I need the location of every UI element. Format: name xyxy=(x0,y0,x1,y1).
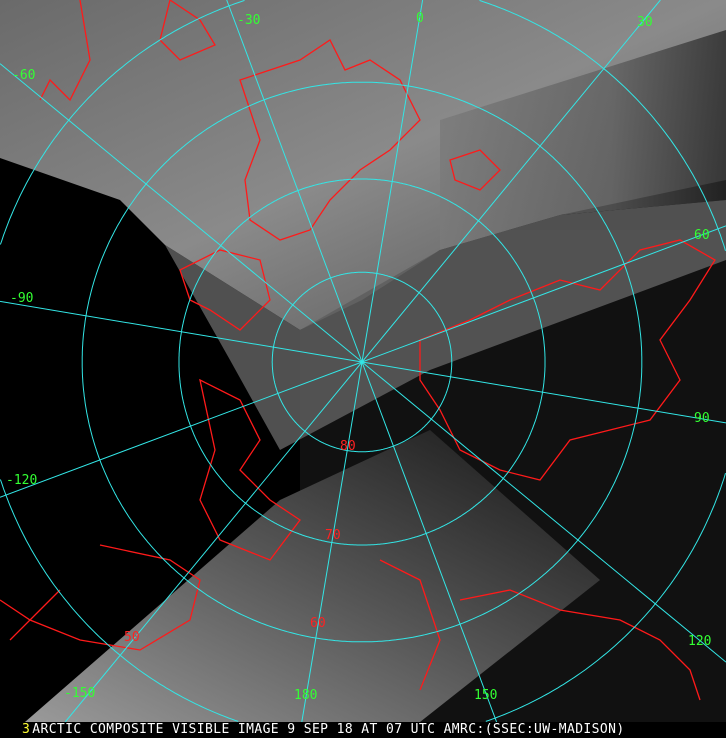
longitude-label: -150 xyxy=(64,686,95,701)
longitude-label: 180 xyxy=(294,688,317,703)
image-caption: 3 ARCTIC COMPOSITE VISIBLE IMAGE 9 SEP 18… xyxy=(0,722,726,738)
meridian--150 xyxy=(64,361,363,722)
graticule xyxy=(0,0,726,722)
meridian--30 xyxy=(226,0,363,363)
meridian-150 xyxy=(361,361,498,722)
longitude-label: 120 xyxy=(688,634,711,649)
latitude-circle-60 xyxy=(81,81,643,643)
coastline-greenland xyxy=(239,39,421,241)
meridian-60 xyxy=(361,225,726,363)
meridian-0 xyxy=(361,0,424,363)
meridian--90 xyxy=(0,300,363,363)
longitude-label: 90 xyxy=(694,411,710,426)
latitude-label: 80 xyxy=(340,439,356,454)
caption-text: ARCTIC COMPOSITE VISIBLE IMAGE 9 SEP 18 … xyxy=(32,722,625,737)
cloud-imagery-top xyxy=(0,0,726,330)
coastline-canada xyxy=(179,249,301,561)
cloud-imagery-northeast xyxy=(440,30,726,250)
longitude-label: -120 xyxy=(6,473,37,488)
latitude-label: 60 xyxy=(310,616,326,631)
latitude-circle-50 xyxy=(0,0,726,722)
meridian--60 xyxy=(0,63,363,363)
coastline-siberia xyxy=(419,239,716,481)
meridian-90 xyxy=(361,361,726,424)
meridian--120 xyxy=(0,361,363,498)
coastline-scandinavia xyxy=(39,0,216,102)
longitude-label: -30 xyxy=(237,13,260,28)
graticule-labels: -30 0 30 60 90 120 150 180 -150 -120 -90 -60 80 70 60 5… xyxy=(6,11,711,703)
arctic-satellite-map: -30 0 30 60 90 120 150 180 -150 -120 -90 -60 80 70 60 5… xyxy=(0,0,726,722)
coastline-svalbard xyxy=(449,149,501,191)
latitude-circle-80 xyxy=(271,271,453,453)
longitude-label: 60 xyxy=(694,228,710,243)
longitude-label: -90 xyxy=(10,291,33,306)
meridian-180 xyxy=(301,361,363,722)
imagery-swath-center xyxy=(165,200,726,450)
frame-number: 3 xyxy=(22,722,31,737)
longitude-label: 150 xyxy=(474,688,497,703)
imagery-swath-southwest xyxy=(25,430,600,722)
coastline-russia-far-east xyxy=(379,559,701,701)
coastlines xyxy=(0,0,716,701)
latitude-label: 50 xyxy=(124,630,140,645)
meridian-30 xyxy=(361,0,661,363)
longitude-label: -60 xyxy=(12,68,35,83)
longitude-label: 0 xyxy=(416,11,424,26)
latitude-circle-70 xyxy=(178,178,546,546)
longitude-label: 30 xyxy=(637,15,653,30)
meridian-120 xyxy=(361,361,726,663)
coastline-alaska xyxy=(0,544,201,651)
latitude-label: 70 xyxy=(325,528,341,543)
